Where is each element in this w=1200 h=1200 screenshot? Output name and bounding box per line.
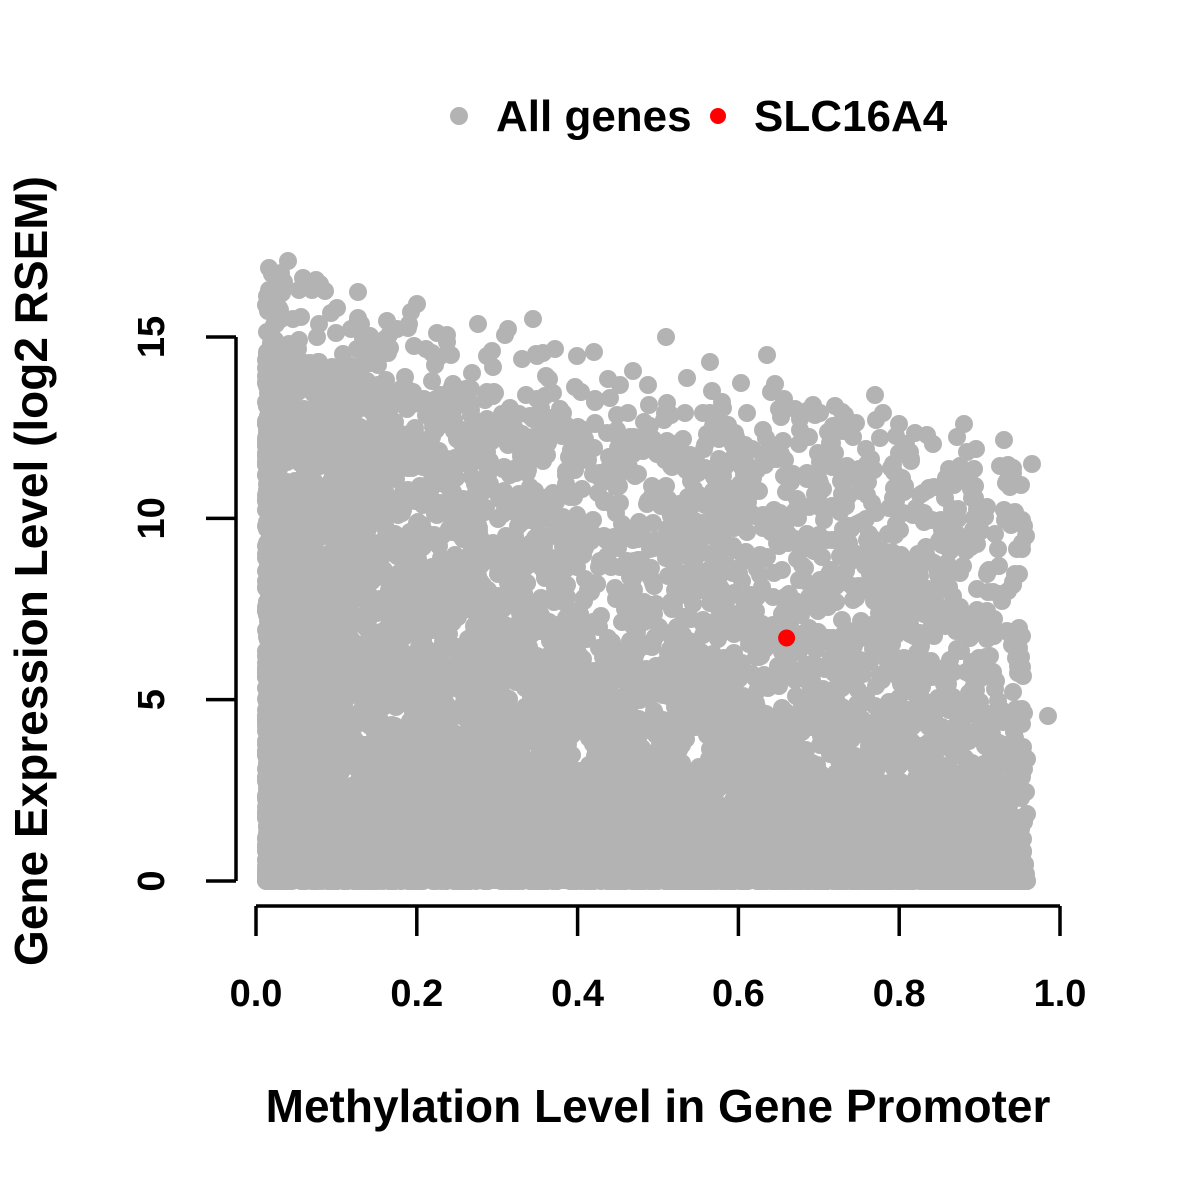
slc16a4-legend-label: SLC16A4 [754,92,948,141]
all-genes-legend-label: All genes [496,92,692,141]
y-axis: 0 5 10 15 [131,316,238,892]
slc16a4-highlight-point [778,629,796,647]
x-tick-label: 0.0 [230,973,283,1015]
y-tick-label: 0 [131,870,173,891]
x-axis: 0.0 0.2 0.4 0.6 0.8 1.0 [230,904,1087,1015]
all-genes-legend-marker-icon [450,107,468,125]
y-tick-label: 15 [131,316,173,358]
all-genes-point-cloud [257,252,1057,890]
x-tick-label: 0.2 [390,973,443,1015]
x-tick-label: 0.4 [551,973,604,1015]
y-axis-title: Gene Expression Level (log2 RSEM) [5,176,57,966]
slc16a4-legend-marker-icon [710,108,726,124]
y-tick-label: 5 [131,689,173,710]
y-tick-label: 10 [131,497,173,539]
x-tick-label: 1.0 [1034,973,1087,1015]
x-tick-label: 0.8 [873,973,926,1015]
legend: All genes SLC16A4 [450,92,948,141]
x-tick-label: 0.6 [712,973,765,1015]
x-axis-title: Methylation Level in Gene Promoter [266,1080,1051,1132]
